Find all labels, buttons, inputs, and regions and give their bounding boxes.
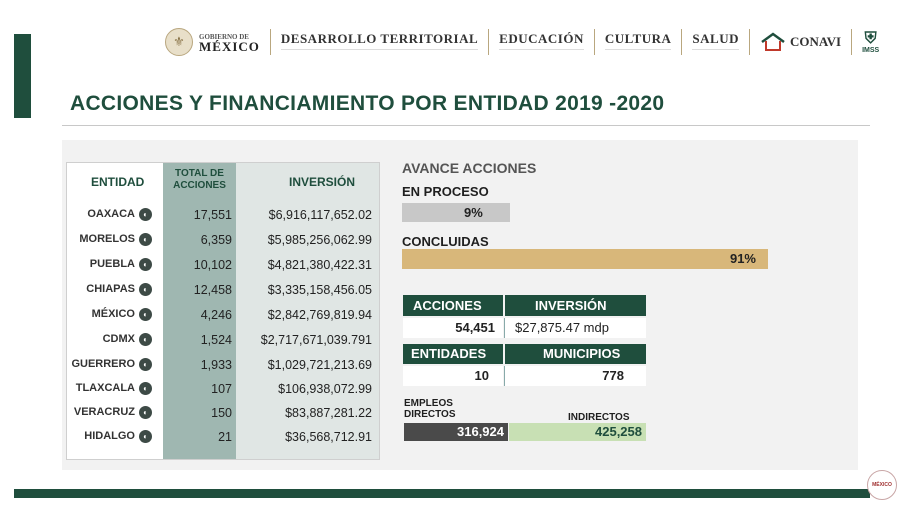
table-row: OAXACA ◐ 17,551 $6,916,117,652.02 xyxy=(87,208,372,222)
header-item-salud: SALUD xyxy=(692,31,739,54)
en-proceso-label: EN PROCESO xyxy=(402,184,489,199)
gobierno-small-text: GOBIERNO DE xyxy=(199,33,249,41)
state-icon: ◐ xyxy=(139,283,152,296)
imss-logo: ⛨ IMSS xyxy=(862,29,880,54)
directos-value-box: 316,924 xyxy=(404,423,508,441)
table-row: MORELOS ◐ 6,359 $5,985,256,062.99 xyxy=(79,233,372,247)
state-icon: ◐ xyxy=(139,333,152,346)
indirectos-value-box: 425,258 xyxy=(509,423,646,441)
header-item-cultura: CULTURA xyxy=(604,31,672,54)
imss-text: IMSS xyxy=(862,46,880,54)
empleos-directos-label: EMPLEOS DIRECTOS xyxy=(404,398,456,420)
page-title: ACCIONES Y FINANCIAMIENTO POR ENTIDAD 20… xyxy=(70,92,665,115)
state-icon: ◐ xyxy=(139,308,152,321)
conavi-logo: CONAVI xyxy=(760,32,841,52)
header-item-desarrollo: DESARROLLO TERRITORIAL xyxy=(280,31,479,54)
entidades-value: 10 xyxy=(403,366,503,386)
value-divider xyxy=(504,366,505,386)
header-item-educacion: EDUCACIÓN xyxy=(499,31,584,54)
gobierno-big-text: MÉXICO xyxy=(199,39,260,54)
title-divider xyxy=(62,125,870,126)
header-bar: ⚜ GOBIERNO DE MÉXICO DESARROLLO TERRITOR… xyxy=(165,22,879,62)
table-row: VERACRUZ ◐ 150 $83,887,281.22 xyxy=(73,406,372,420)
state-icon: ◐ xyxy=(139,208,152,221)
bottom-accent-bar xyxy=(14,489,870,498)
acciones-header: ACCIONES xyxy=(403,295,503,316)
table-row: GUERRERO ◐ 1,933 $1,029,721,213.69 xyxy=(71,358,372,372)
gobierno-logo: ⚜ GOBIERNO DE MÉXICO xyxy=(165,28,260,56)
table-row: PUEBLA ◐ 10,102 $4,821,380,422.31 xyxy=(89,258,372,272)
state-icon: ◐ xyxy=(139,382,152,395)
header-divider xyxy=(681,29,683,55)
house-icon xyxy=(760,32,786,52)
inversion-header: INVERSIÓN xyxy=(505,295,646,316)
mexico-badge-icon[interactable]: MÉXICO xyxy=(867,470,897,500)
header-divider xyxy=(488,29,490,55)
avance-title: AVANCE ACCIONES xyxy=(402,160,537,176)
inversion-value: $27,875.47 mdp xyxy=(505,318,646,338)
acciones-value: 54,451 xyxy=(403,318,503,338)
indirectos-label: INDIRECTOS xyxy=(568,412,630,423)
table-row: HIDALGO ◐ 21 $36,568,712.91 xyxy=(84,430,372,444)
concluidas-label: CONCLUIDAS xyxy=(402,234,489,249)
imss-eagle-icon: ⛨ xyxy=(864,29,877,47)
table-row: CDMX ◐ 1,524 $2,717,671,039.791 xyxy=(102,333,372,347)
en-proceso-bar: 9% xyxy=(402,203,510,222)
left-accent-bar xyxy=(14,34,31,118)
table-row: CHIAPAS ◐ 12,458 $3,335,158,456.05 xyxy=(86,283,372,297)
header-divider xyxy=(749,29,750,55)
state-icon: ◐ xyxy=(139,358,152,371)
inversion-column-bg xyxy=(236,163,379,459)
concluidas-bar: 91% xyxy=(402,249,768,269)
header-divider xyxy=(851,29,853,55)
state-icon: ◐ xyxy=(139,258,152,271)
municipios-header: MUNICIPIOS xyxy=(505,344,646,364)
mexico-seal-icon: ⚜ xyxy=(165,28,193,56)
entidades-header: ENTIDADES xyxy=(403,344,503,364)
state-icon: ◐ xyxy=(139,430,152,443)
header-inversion: INVERSIÓN xyxy=(289,175,356,189)
value-divider xyxy=(504,318,505,338)
header-entidad: ENTIDAD xyxy=(91,175,145,189)
header-total-acciones: TOTAL DE ACCIONES xyxy=(173,168,226,191)
state-icon: ◐ xyxy=(139,233,152,246)
municipios-value: 778 xyxy=(505,366,646,386)
acciones-column-bg xyxy=(163,163,236,459)
state-icon: ◐ xyxy=(139,406,152,419)
header-divider xyxy=(269,29,271,55)
entidad-table: ENTIDAD TOTAL DE ACCIONES INVERSIÓN OAXAC… xyxy=(66,162,380,460)
conavi-text: CONAVI xyxy=(790,34,842,49)
table-row: MÉXICO ◐ 4,246 $2,842,769,819.94 xyxy=(91,308,372,322)
header-divider xyxy=(593,29,595,55)
table-row: TLAXCALA ◐ 107 $106,938,072.99 xyxy=(75,382,372,396)
